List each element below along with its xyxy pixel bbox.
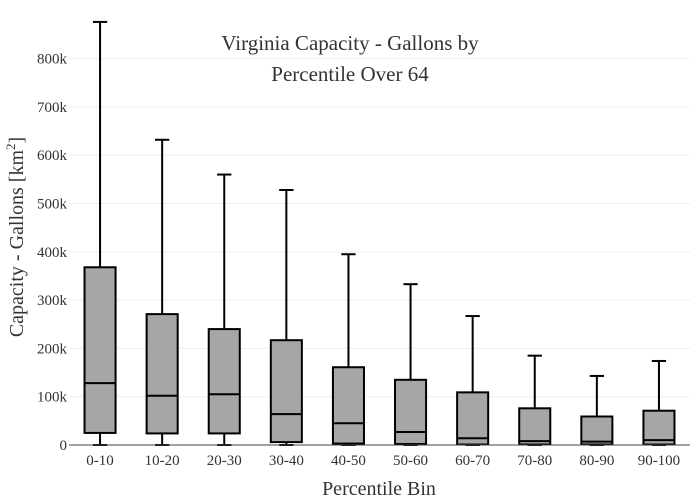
y-axis-title-superscript: 2 [3, 143, 18, 150]
x-tick-label: 90-100 [638, 453, 681, 469]
x-tick-label: 70-80 [517, 453, 552, 469]
y-tick-label: 300k [37, 293, 68, 309]
y-tick-label: 200k [37, 341, 68, 357]
x-tick-label: 0-10 [86, 453, 114, 469]
box-50-60 [394, 283, 428, 446]
box-iqr [456, 391, 490, 446]
box-30-40 [269, 189, 303, 446]
y-tick-label: 600k [37, 148, 68, 164]
y-axis-title-main: Capacity - Gallons [km [6, 150, 28, 338]
y-tick-label: 400k [37, 245, 68, 261]
x-tick-label: 50-60 [393, 453, 428, 469]
y-tick-label: 500k [37, 197, 68, 213]
box-iqr [331, 366, 365, 445]
y-tick-label: 700k [37, 100, 68, 116]
box-40-50 [331, 253, 365, 446]
box-iqr [580, 415, 614, 446]
y-tick-label: 100k [37, 390, 68, 406]
x-tick-label: 30-40 [269, 453, 304, 469]
x-tick-label: 80-90 [579, 453, 614, 469]
box-60-70 [456, 315, 490, 446]
box-90-100 [642, 359, 676, 446]
chart-title-line2: Percentile Over 64 [271, 62, 429, 86]
y-axis-title-close: ] [6, 137, 28, 144]
box-iqr [145, 313, 179, 435]
box-plot-marks [83, 20, 676, 446]
x-tick-label: 60-70 [455, 453, 490, 469]
y-tick-label: 800k [37, 52, 68, 68]
box-iqr [269, 339, 303, 444]
y-tick-label: 0 [60, 438, 68, 454]
box-80-90 [580, 374, 614, 446]
box-iqr [394, 378, 428, 446]
box-10-20 [145, 138, 179, 446]
x-tick-label: 10-20 [145, 453, 180, 469]
box-70-80 [518, 354, 552, 446]
axes: 0 100k 200k 300k 400k 500k 600k 700k 800k 0-10 10-… [37, 52, 690, 469]
box-iqr [518, 407, 552, 446]
box-iqr [642, 409, 676, 446]
box-20-30 [207, 173, 241, 446]
box-iqr [83, 266, 117, 434]
x-tick-label: 20-30 [207, 453, 242, 469]
box-iqr [207, 328, 241, 435]
x-tick-label: 40-50 [331, 453, 366, 469]
y-axis-title: Capacity - Gallons [km2] [3, 137, 28, 337]
x-axis-title: Percentile Bin [322, 478, 436, 500]
chart-title-line1: Virginia Capacity - Gallons by [221, 31, 479, 55]
box-0-10 [83, 20, 117, 446]
